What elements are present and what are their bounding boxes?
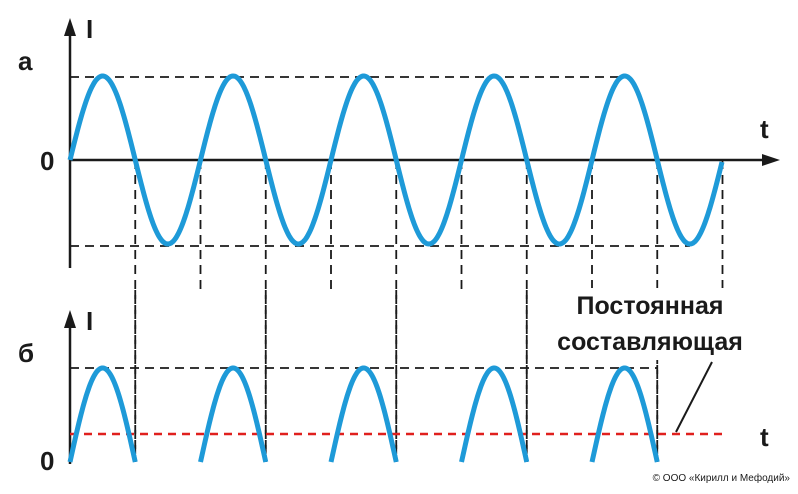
axis-label: t [760, 114, 769, 144]
copyright: © ООО «Кирилл и Мефодий» [653, 472, 791, 484]
sine [67, 73, 725, 247]
origin-label: 0 [40, 146, 54, 176]
waves [67, 73, 725, 463]
hump [589, 365, 660, 463]
guides [70, 76, 724, 462]
panel-label: а [18, 46, 33, 76]
hump [67, 365, 138, 463]
axis-label: t [760, 422, 769, 452]
hump [198, 365, 269, 463]
pointer [675, 361, 713, 433]
hump [328, 365, 399, 463]
arrow [64, 18, 76, 36]
label-bg [528, 288, 772, 360]
origin-label: 0 [40, 446, 54, 476]
annotation: Постоянная [577, 292, 724, 320]
axis-label: I [86, 14, 93, 44]
panel-label: б [18, 338, 34, 368]
annotation: составляющая [557, 328, 743, 356]
arrow [762, 154, 780, 166]
hump [459, 365, 530, 463]
axis-label: I [86, 306, 93, 336]
arrow [64, 310, 76, 328]
